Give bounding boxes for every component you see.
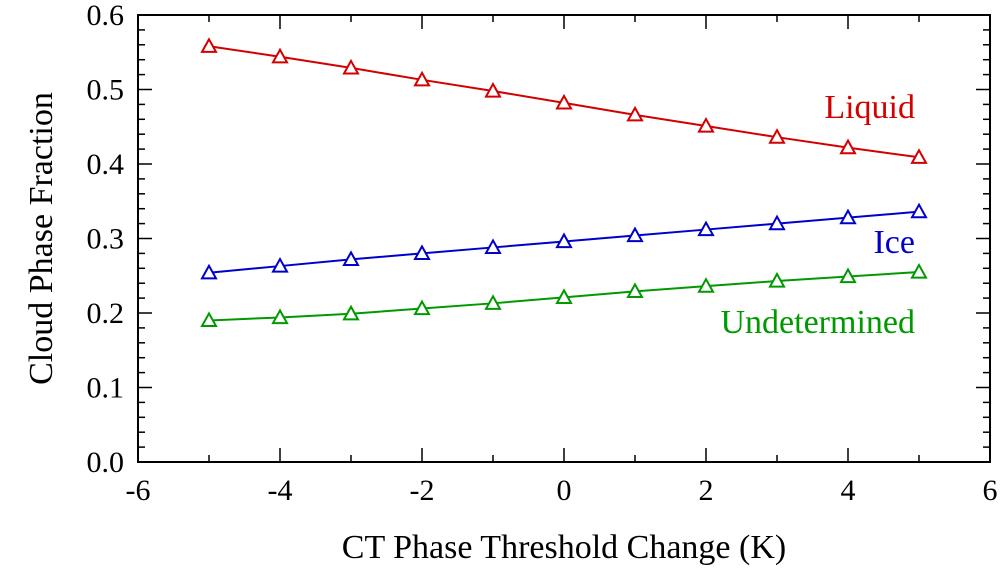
data-point: [839, 208, 857, 225]
data-point: [484, 294, 502, 310]
y-axis-title: Cloud Phase Fraction: [23, 92, 60, 385]
x-tick-label: 4: [841, 474, 856, 507]
series-liquid: [200, 37, 928, 164]
x-tick-label: 2: [699, 474, 714, 507]
data-point: [555, 93, 573, 110]
data-point: [839, 267, 857, 284]
data-point: [200, 311, 218, 328]
data-point: [626, 226, 644, 243]
y-axis-ticks: [138, 14, 990, 463]
x-tick-label: 0: [557, 474, 572, 507]
series-layer: [200, 37, 928, 328]
data-point: [271, 47, 289, 64]
x-tick-label: 6: [983, 474, 998, 507]
data-point: [839, 138, 857, 155]
data-point: [768, 214, 786, 231]
data-point: [413, 70, 431, 87]
data-point: [697, 277, 715, 293]
series-label-liquid: Liquid: [824, 89, 915, 126]
data-point: [413, 244, 431, 260]
x-tick-label: -2: [410, 474, 435, 507]
y-tick-label: 0.1: [87, 372, 125, 405]
y-axis-tick-labels: 0.0 0.1 0.2 0.3 0.4 0.5 0.6: [87, 0, 125, 479]
data-point: [484, 238, 502, 255]
data-point: [342, 58, 360, 75]
data-point: [626, 105, 644, 122]
data-point: [626, 282, 644, 298]
series-undetermined: [200, 262, 928, 328]
data-point: [768, 271, 786, 288]
series-label-ice: Ice: [873, 224, 915, 261]
x-axis-tick-labels: -6 -4 -2 0 2 4 6: [126, 474, 998, 507]
data-point: [200, 37, 218, 53]
y-tick-label: 0.5: [87, 74, 125, 107]
series-labels: Liquid Ice Undetermined: [721, 89, 916, 341]
y-tick-label: 0.6: [87, 0, 125, 32]
data-point: [271, 257, 289, 273]
data-point: [555, 288, 573, 304]
data-point: [342, 304, 360, 321]
series-ice: [200, 202, 928, 280]
x-tick-label: -4: [268, 474, 293, 507]
data-point: [697, 116, 715, 133]
data-point: [342, 250, 360, 266]
x-axis-ticks: [137, 15, 991, 462]
x-tick-label: -6: [126, 474, 151, 507]
data-point: [484, 81, 502, 98]
data-point: [555, 232, 573, 249]
data-point: [200, 263, 218, 280]
y-tick-label: 0.3: [87, 223, 125, 256]
y-tick-label: 0.4: [87, 148, 125, 181]
y-tick-label: 0.0: [87, 446, 125, 479]
data-point: [271, 308, 289, 325]
data-point: [910, 262, 928, 279]
series-label-undetermined: Undetermined: [721, 304, 916, 341]
data-point: [768, 128, 786, 144]
data-point: [413, 299, 431, 316]
data-point: [910, 202, 928, 219]
y-tick-label: 0.2: [87, 297, 125, 330]
x-axis-title: CT Phase Threshold Change (K): [342, 529, 786, 566]
data-point: [910, 148, 928, 164]
data-point: [697, 220, 715, 237]
